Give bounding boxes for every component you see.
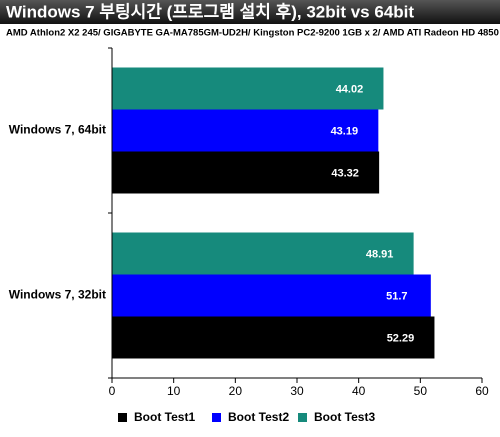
- value-label: 52.29: [387, 332, 415, 344]
- legend-label: Boot Test2: [228, 410, 289, 424]
- x-tick-label: 50: [414, 384, 428, 398]
- legend-swatch: [298, 413, 307, 422]
- legend-swatch: [118, 413, 127, 422]
- value-label: 43.19: [331, 125, 359, 137]
- x-tick-label: 10: [167, 384, 181, 398]
- value-label: 48.91: [366, 248, 394, 260]
- x-tick-label: 40: [352, 384, 366, 398]
- legend-swatch: [212, 413, 221, 422]
- bar: [112, 109, 379, 152]
- chart-title: Windows 7 부팅시간 (프로그램 설치 후), 32bit vs 64b…: [6, 1, 414, 21]
- bar: [112, 67, 384, 110]
- x-tick-label: 60: [475, 384, 489, 398]
- legend-label: Boot Test1: [134, 410, 195, 424]
- bar: [112, 274, 431, 317]
- title-bar: [0, 0, 500, 24]
- chart-subtitle: AMD Athlon2 X2 245/ GIGABYTE GA-MA785GM-…: [6, 28, 500, 39]
- x-tick-label: 0: [109, 384, 116, 398]
- value-label: 44.02: [336, 83, 364, 95]
- x-tick-label: 20: [229, 384, 243, 398]
- value-label: 51.7: [386, 290, 407, 302]
- x-tick-label: 30: [290, 384, 304, 398]
- y-tick-label: Windows 7, 64bit: [9, 123, 106, 137]
- bar: [112, 151, 380, 194]
- value-label: 43.32: [331, 167, 359, 179]
- legend-label: Boot Test3: [314, 410, 375, 424]
- bar: [112, 316, 435, 359]
- y-tick-label: Windows 7, 32bit: [9, 288, 106, 302]
- bar: [112, 232, 414, 275]
